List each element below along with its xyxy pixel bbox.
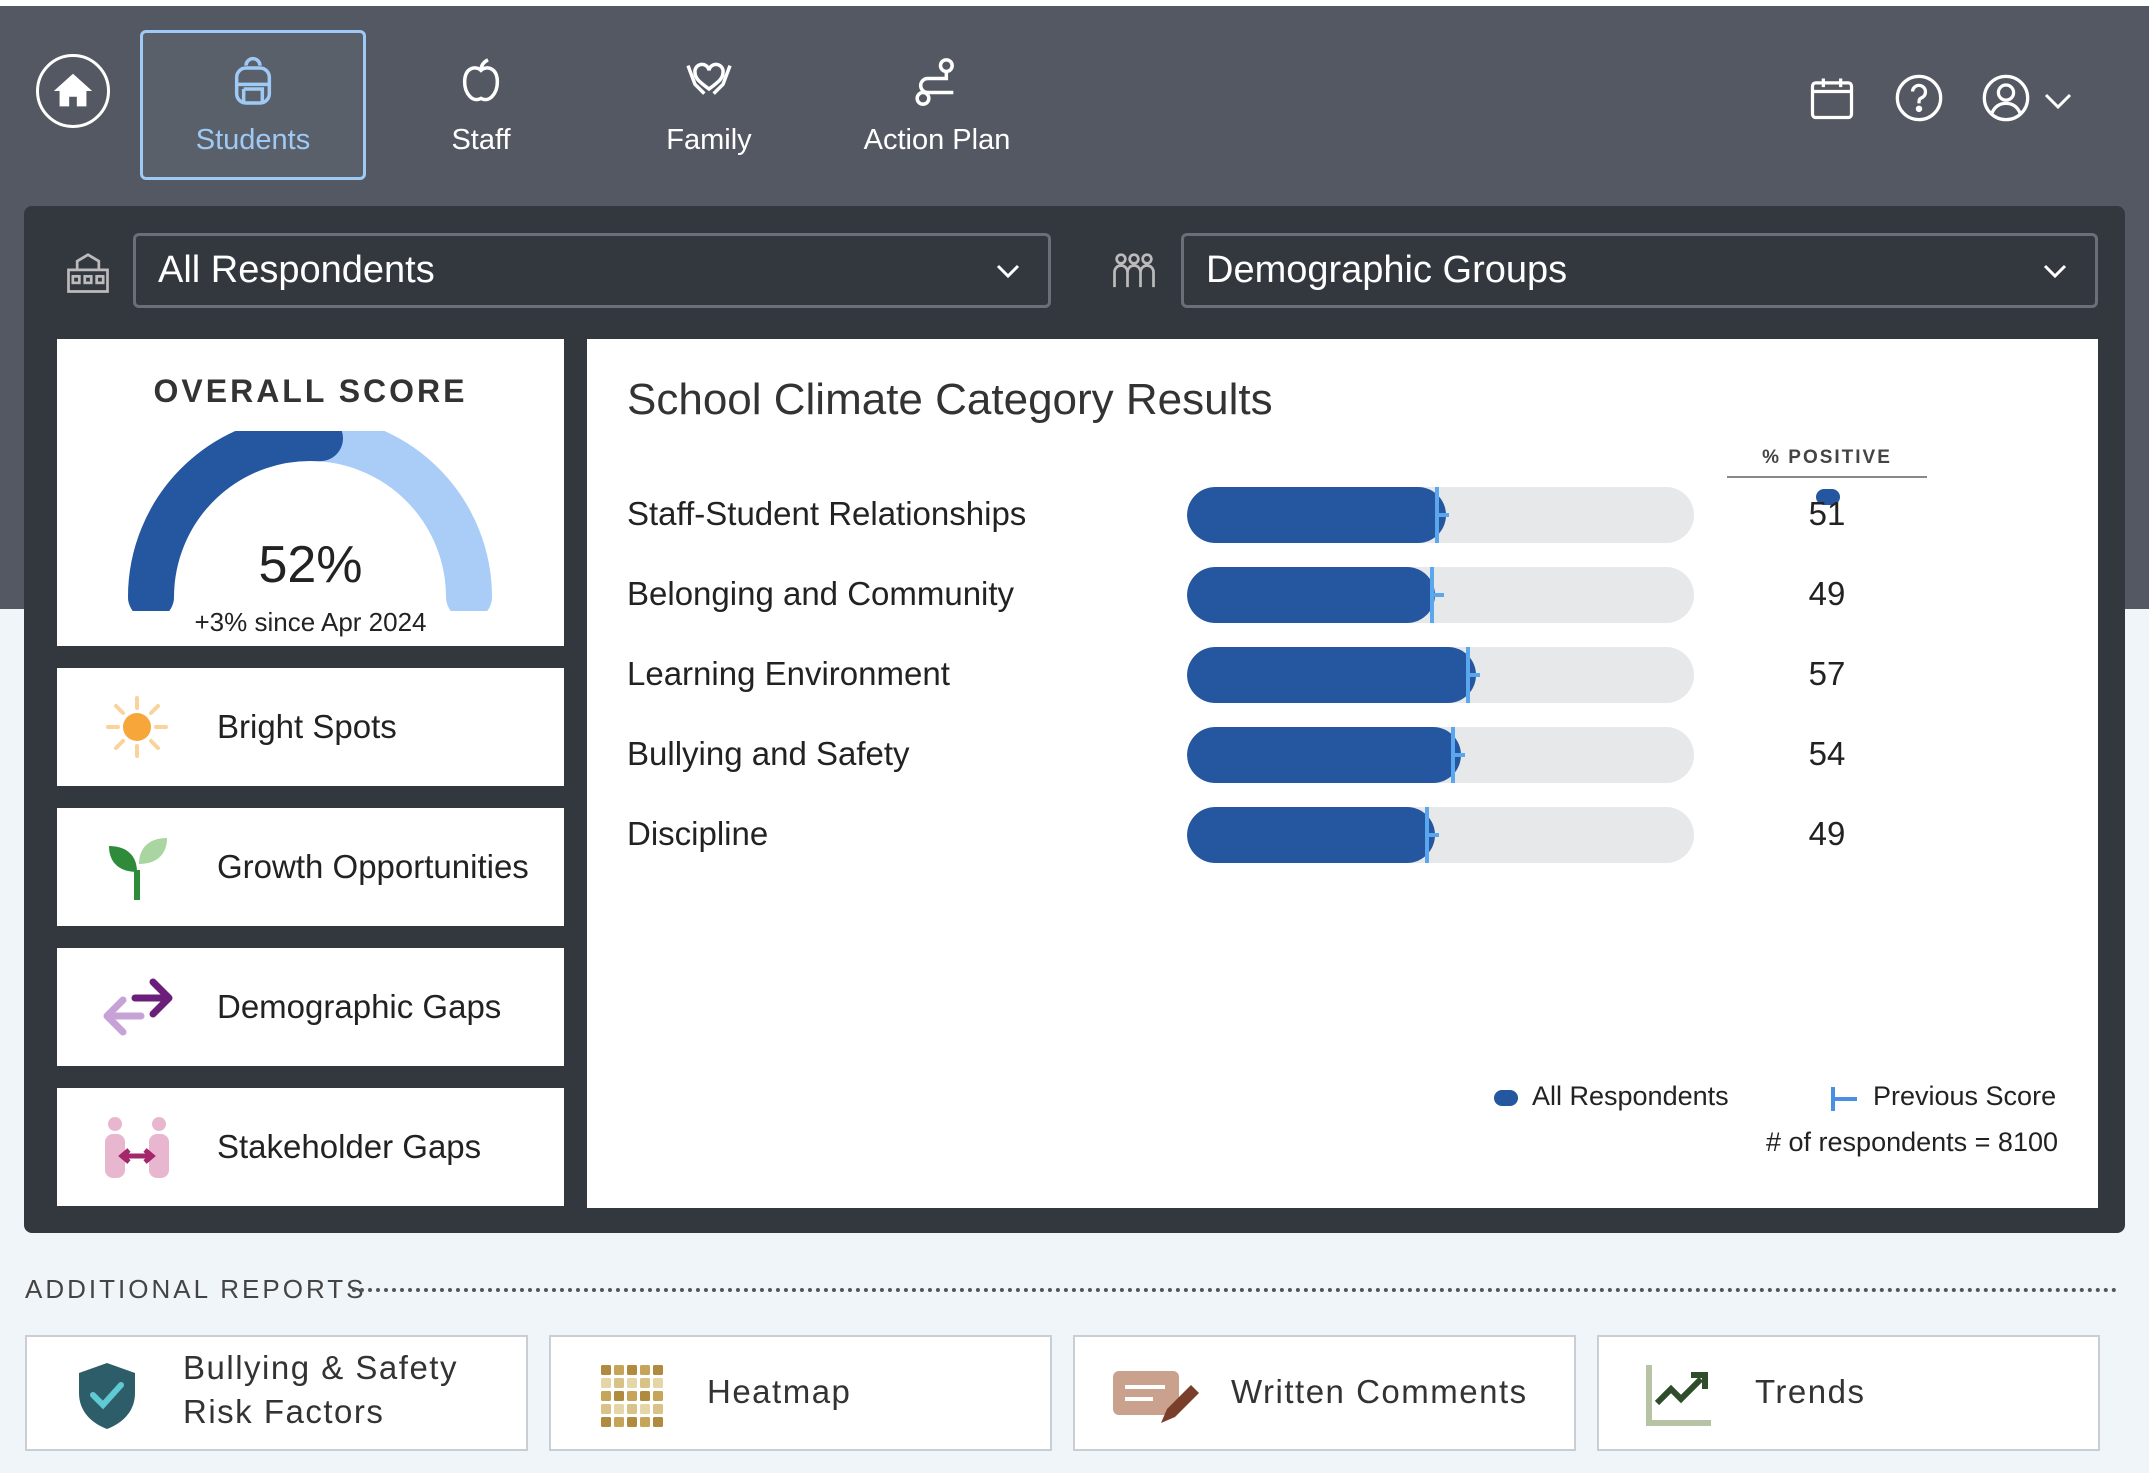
help-icon[interactable]: [1893, 72, 1945, 124]
overall-score-value: 52%: [258, 536, 363, 594]
additional-reports-title: ADDITIONAL REPORTS: [25, 1274, 367, 1304]
sun-icon: [106, 696, 168, 758]
category-label: Staff-Student Relationships: [627, 495, 1027, 532]
score-change: +3% since Apr 2024: [194, 607, 427, 637]
grid-icon: [601, 1365, 663, 1427]
people-icon: [105, 1117, 169, 1178]
apple-icon: [462, 57, 500, 101]
legend-all-label: All Respondents: [1532, 1081, 1729, 1111]
overall-score-title: OVERALL SCORE: [153, 373, 468, 409]
backpack-icon: [234, 56, 272, 105]
legend-previous-label: Previous Score: [1873, 1081, 2057, 1111]
category-bar: [1187, 647, 1476, 703]
tab-label: Staff: [451, 123, 511, 156]
legend-previous-marker: [1831, 1087, 1857, 1111]
category-value: 51: [1808, 495, 1846, 532]
bright-spots-link[interactable]: Bright Spots: [57, 668, 564, 786]
calendar-icon[interactable]: [1806, 72, 1858, 124]
respondents-value: All Respondents: [158, 249, 435, 291]
category-bar: [1187, 727, 1461, 783]
category-value: 49: [1808, 575, 1846, 612]
shield-check-icon: [79, 1363, 135, 1429]
overall-score-card: OVERALL SCORE 52% +3% since Apr 2024: [57, 339, 564, 646]
category-bar: [1187, 487, 1446, 543]
tab-label: Action Plan: [863, 123, 1011, 156]
heatmap-report[interactable]: Heatmap: [549, 1335, 1052, 1451]
route-icon: [915, 57, 954, 106]
gauge-fill: [128, 431, 343, 611]
report-label-line2: Risk Factors: [183, 1393, 385, 1430]
category-bar-track: [1187, 487, 1694, 543]
category-results-card: School Climate Category Results % POSITI…: [587, 339, 2098, 1208]
chevron-down-icon: [996, 264, 1020, 279]
category-bar-track: [1187, 807, 1694, 863]
previous-score-marker: [1430, 567, 1445, 623]
category-label: Learning Environment: [627, 655, 950, 692]
trends-report[interactable]: Trends: [1597, 1335, 2100, 1451]
arrows-icon: [103, 978, 173, 1036]
top-strip: [0, 0, 2149, 6]
category-bar: [1187, 807, 1436, 863]
legend-all-marker: [1494, 1090, 1518, 1106]
link-label: Bright Spots: [217, 708, 397, 745]
category-label: Bullying and Safety: [627, 735, 910, 772]
respondents-count: # of respondents = 8100: [1766, 1127, 2058, 1157]
sprout-icon: [109, 838, 167, 900]
column-legend-dot: [1816, 489, 1840, 505]
column-header: % POSITIVE: [1762, 447, 1892, 468]
bullying-safety-report[interactable]: Bullying & Safety Risk Factors: [25, 1335, 528, 1451]
chevron-down-icon[interactable]: [2040, 88, 2076, 114]
tab-label: Family: [666, 123, 752, 156]
category-bar: [1187, 567, 1436, 623]
tab-staff[interactable]: Staff: [368, 30, 594, 180]
growth-opportunities-link[interactable]: Growth Opportunities: [57, 808, 564, 926]
category-label: Discipline: [627, 815, 769, 852]
category-value: 57: [1808, 655, 1846, 692]
category-value: 49: [1808, 815, 1846, 852]
written-comments-report[interactable]: Written Comments: [1073, 1335, 1576, 1451]
respondents-select[interactable]: All Respondents: [133, 233, 1051, 308]
results-title: School Climate Category Results: [627, 375, 1273, 424]
category-bar-track: [1187, 727, 1694, 783]
previous-score-marker: [1425, 807, 1440, 863]
link-label: Stakeholder Gaps: [217, 1128, 482, 1165]
previous-score-marker: [1435, 487, 1450, 543]
groups-value: Demographic Groups: [1206, 249, 1568, 291]
link-label: Growth Opportunities: [217, 848, 529, 885]
category-bar-track: [1187, 647, 1694, 703]
user-icon[interactable]: [1980, 72, 2032, 124]
heart-hands-icon: [686, 62, 732, 95]
category-value: 54: [1808, 735, 1846, 772]
tab-action-plan[interactable]: Action Plan: [824, 30, 1050, 180]
comment-pen-icon: [1113, 1371, 1199, 1423]
home-icon: [53, 73, 93, 107]
report-label: Heatmap: [707, 1373, 852, 1410]
trend-chart-icon: [1646, 1365, 1711, 1426]
additional-reports-rule: [352, 1288, 2118, 1292]
group-icon: [1113, 253, 1155, 288]
demographic-gaps-link[interactable]: Demographic Gaps: [57, 948, 564, 1066]
previous-score-marker: [1450, 727, 1465, 783]
link-label: Demographic Gaps: [217, 988, 502, 1025]
score-gauge: [128, 431, 492, 611]
report-label-line1: Bullying & Safety: [183, 1349, 458, 1386]
chevron-down-icon: [2043, 264, 2067, 279]
school-icon: [67, 253, 109, 293]
tab-label: Students: [195, 123, 311, 156]
report-label: Trends: [1755, 1373, 1866, 1410]
home-button[interactable]: [36, 54, 110, 128]
column-header-rule: [1727, 476, 1927, 478]
groups-select[interactable]: Demographic Groups: [1181, 233, 2098, 308]
stakeholder-gaps-link[interactable]: Stakeholder Gaps: [57, 1088, 564, 1206]
report-label: Written Comments: [1231, 1373, 1528, 1410]
tab-students[interactable]: Students: [140, 30, 366, 180]
category-bar-track: [1187, 567, 1694, 623]
previous-score-marker: [1465, 647, 1480, 703]
tab-family[interactable]: Family: [596, 30, 822, 180]
category-label: Belonging and Community: [627, 575, 1015, 612]
